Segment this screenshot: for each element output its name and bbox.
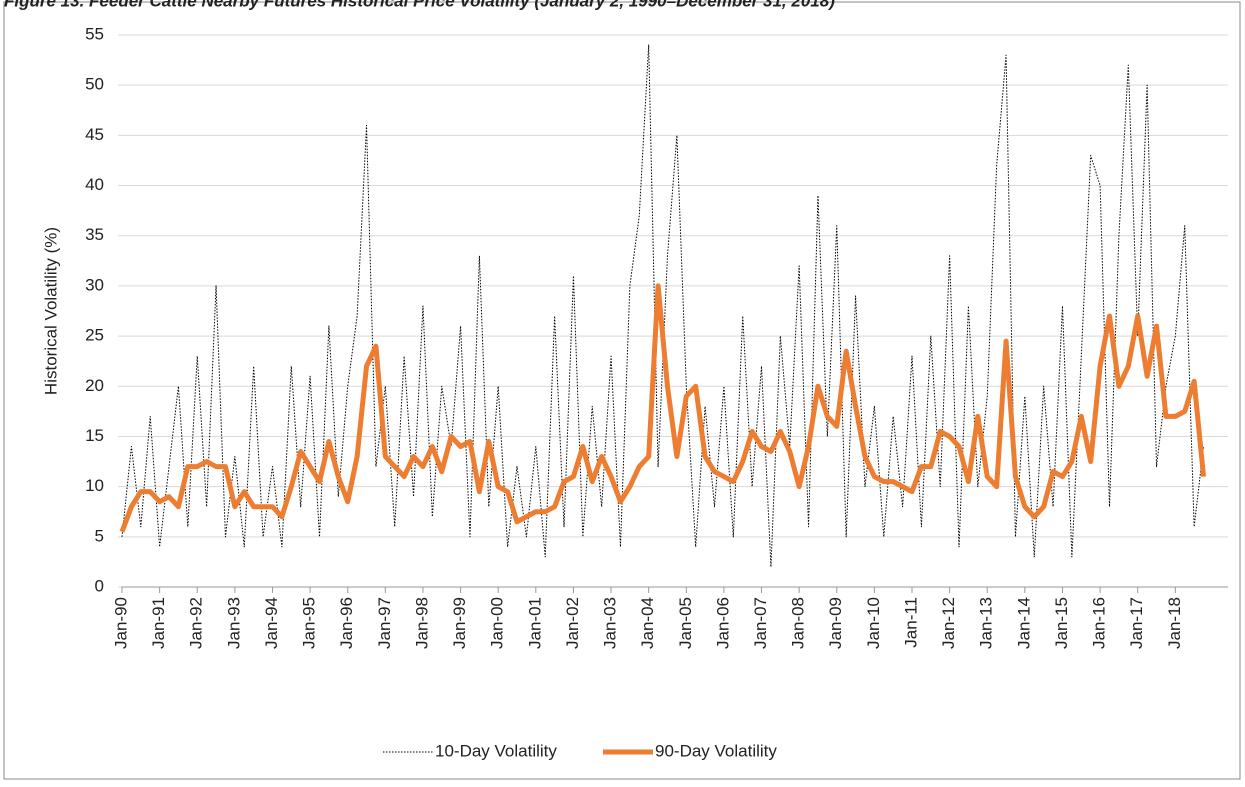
y-tick-label: 30 xyxy=(85,275,104,294)
y-tick-label: 10 xyxy=(85,476,104,495)
x-tick-label: Jan-02 xyxy=(563,597,582,649)
chart-border xyxy=(3,1,1241,780)
y-tick-label: 50 xyxy=(85,75,104,94)
legend-label: 90-Day Volatility xyxy=(655,741,777,760)
x-tick-label: Jan-13 xyxy=(977,597,996,649)
x-tick-label: Jan-04 xyxy=(638,597,657,649)
x-tick-label: Jan-10 xyxy=(864,597,883,649)
y-tick-label: 15 xyxy=(85,426,104,445)
x-tick-label: Jan-05 xyxy=(676,597,695,649)
x-tick-label: Jan-17 xyxy=(1127,597,1146,649)
x-tick-label: Jan-01 xyxy=(525,597,544,649)
y-tick-label: 40 xyxy=(85,175,104,194)
x-tick-label: Jan-07 xyxy=(751,597,770,649)
x-tick-label: Jan-95 xyxy=(300,597,319,649)
y-tick-label: 20 xyxy=(85,376,104,395)
x-tick-label: Jan-09 xyxy=(826,597,845,649)
x-tick-label: Jan-93 xyxy=(224,597,243,649)
x-tick-label: Jan-14 xyxy=(1014,597,1033,649)
x-tick-label: Jan-94 xyxy=(262,597,281,649)
x-tick-label: Jan-15 xyxy=(1052,597,1071,649)
x-tick-label: Jan-90 xyxy=(111,597,130,649)
series-line xyxy=(121,44,1205,568)
y-tick-label: 25 xyxy=(85,326,104,345)
y-tick-label: 55 xyxy=(85,24,104,43)
series-line xyxy=(119,283,1207,533)
x-tick-label: Jan-99 xyxy=(450,597,469,649)
y-axis-label: Historical Volatility (%) xyxy=(41,227,60,395)
x-tick-label: Jan-08 xyxy=(789,597,808,649)
chart-title: Figure 13. Feeder Cattle Nearby Futures … xyxy=(4,0,835,10)
x-tick-label: Jan-18 xyxy=(1165,597,1184,649)
y-tick-label: 45 xyxy=(85,125,104,144)
legend-label: 10-Day Volatility xyxy=(435,741,557,760)
x-tick-label: Jan-00 xyxy=(488,597,507,649)
x-tick-label: Jan-12 xyxy=(939,597,958,649)
y-tick-label: 5 xyxy=(95,526,104,545)
x-tick-label: Jan-16 xyxy=(1090,597,1109,649)
x-tick-label: Jan-91 xyxy=(149,597,168,649)
y-tick-label: 35 xyxy=(85,225,104,244)
x-tick-label: Jan-06 xyxy=(713,597,732,649)
x-tick-label: Jan-96 xyxy=(337,597,356,649)
y-tick-label: 0 xyxy=(95,576,104,595)
x-tick-label: Jan-11 xyxy=(901,597,920,648)
x-tick-label: Jan-92 xyxy=(187,597,206,649)
x-tick-label: Jan-03 xyxy=(601,597,620,649)
x-tick-label: Jan-97 xyxy=(375,597,394,649)
x-tick-label: Jan-98 xyxy=(412,597,431,649)
